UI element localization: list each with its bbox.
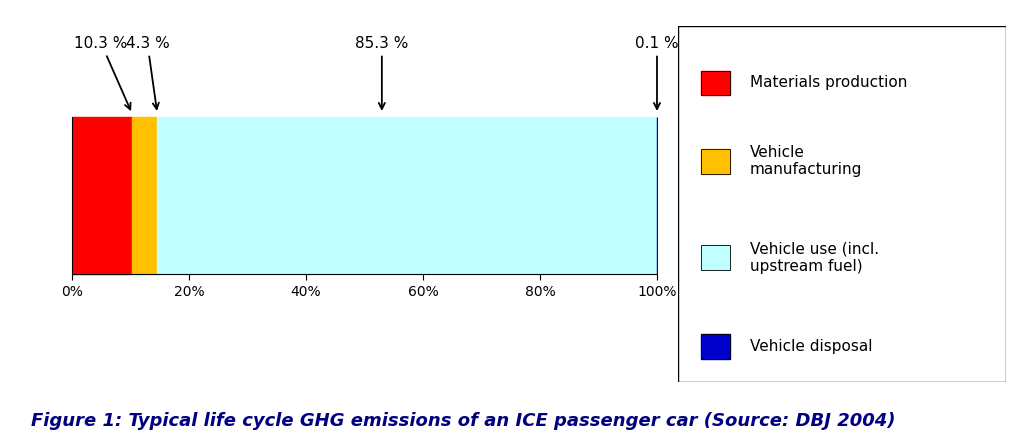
- Bar: [700, 245, 730, 270]
- Text: 10.3 %: 10.3 %: [75, 36, 130, 109]
- Text: Vehicle use (incl.
upstream fuel): Vehicle use (incl. upstream fuel): [750, 241, 879, 273]
- Bar: [700, 71, 730, 95]
- Text: Figure 1: Typical life cycle GHG emissions of an ICE passenger car (Source: DBJ : Figure 1: Typical life cycle GHG emissio…: [31, 412, 896, 430]
- Bar: [700, 149, 730, 174]
- Bar: [700, 334, 730, 359]
- Bar: [700, 334, 730, 359]
- Text: 0.1 %: 0.1 %: [635, 36, 679, 109]
- Bar: [700, 149, 730, 174]
- Text: Vehicle disposal: Vehicle disposal: [750, 339, 873, 354]
- Bar: [700, 71, 730, 95]
- FancyBboxPatch shape: [678, 26, 1006, 382]
- Text: 85.3 %: 85.3 %: [355, 36, 409, 109]
- Text: Vehicle
manufacturing: Vehicle manufacturing: [750, 145, 863, 178]
- Text: Materials production: Materials production: [750, 76, 908, 90]
- Bar: [700, 245, 730, 270]
- Text: 4.3 %: 4.3 %: [125, 36, 169, 109]
